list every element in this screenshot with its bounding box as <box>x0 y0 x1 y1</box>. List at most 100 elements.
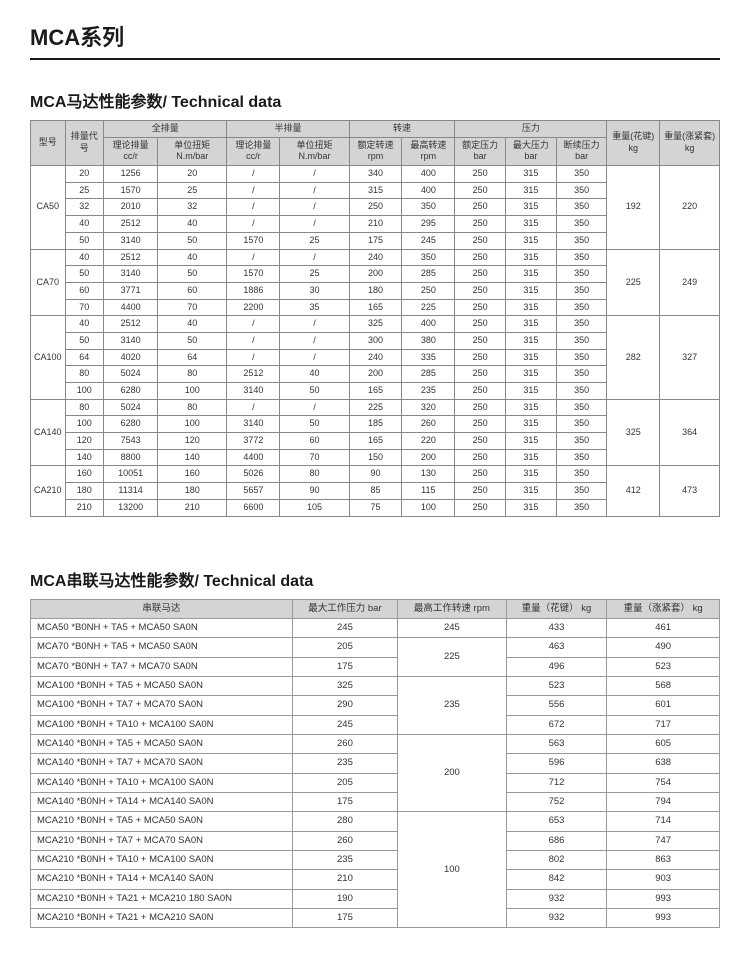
data-cell: 802 <box>506 850 607 869</box>
data-cell: 32 <box>158 199 227 216</box>
data-cell: 250 <box>455 216 506 233</box>
data-cell: 5026 <box>227 466 280 483</box>
th-theo2: 理论排量 cc/r <box>227 137 280 165</box>
data-cell: 250 <box>349 199 402 216</box>
tandem-name-cell: MCA140 *B0NH + TA7 + MCA70 SA0N <box>31 754 293 773</box>
data-cell: 400 <box>402 316 455 333</box>
data-cell: 70 <box>280 449 349 466</box>
data-cell: 70 <box>158 299 227 316</box>
data-cell: 3772 <box>227 433 280 450</box>
data-cell: 75 <box>349 499 402 516</box>
data-cell: 523 <box>506 676 607 695</box>
data-cell: 245 <box>292 618 397 637</box>
weight-cell: 412 <box>607 466 660 516</box>
data-cell: 175 <box>292 909 397 928</box>
data-cell: 932 <box>506 889 607 908</box>
data-cell: 50 <box>65 332 104 349</box>
data-cell: 250 <box>455 366 506 383</box>
tandem-table: 串联马达 最大工作压力 bar 最高工作转速 rpm 重量（花键） kg 重量（… <box>30 599 720 929</box>
tandem-name-cell: MCA70 *B0NH + TA7 + MCA70 SA0N <box>31 657 293 676</box>
weight-cell: 327 <box>660 316 720 399</box>
data-cell: 400 <box>402 182 455 199</box>
model-cell: CA50 <box>31 166 66 249</box>
model-cell: CA210 <box>31 466 66 516</box>
data-cell: 380 <box>402 332 455 349</box>
data-cell: 315 <box>505 216 556 233</box>
data-cell: 350 <box>556 199 607 216</box>
data-cell: 250 <box>455 266 506 283</box>
data-cell: / <box>227 349 280 366</box>
data-cell: 605 <box>607 734 720 753</box>
data-cell: 315 <box>505 499 556 516</box>
tandem-name-cell: MCA100 *B0NH + TA5 + MCA50 SA0N <box>31 676 293 695</box>
data-cell: 5024 <box>104 366 158 383</box>
data-cell: 25 <box>280 266 349 283</box>
data-cell: 140 <box>65 449 104 466</box>
data-cell: 672 <box>506 715 607 734</box>
data-cell: 250 <box>455 316 506 333</box>
data-cell: 295 <box>402 216 455 233</box>
data-cell: 60 <box>158 282 227 299</box>
data-cell: 40 <box>158 216 227 233</box>
data-cell: 250 <box>455 399 506 416</box>
data-cell: 165 <box>349 383 402 400</box>
data-cell: 35 <box>280 299 349 316</box>
th-pressure: 压力 <box>455 121 607 138</box>
th-wt1: 重量(花键) kg <box>607 121 660 166</box>
data-cell: 40 <box>158 249 227 266</box>
data-cell: 752 <box>506 792 607 811</box>
data-cell: 80 <box>158 366 227 383</box>
data-cell: 717 <box>607 715 720 734</box>
th-rated-speed: 额定转速 rpm <box>349 137 402 165</box>
speed-cell: 200 <box>398 734 507 811</box>
data-cell: 105 <box>280 499 349 516</box>
data-cell: 70 <box>65 299 104 316</box>
data-cell: 350 <box>556 483 607 500</box>
data-cell: 2512 <box>104 316 158 333</box>
data-cell: 120 <box>65 433 104 450</box>
data-cell: 235 <box>402 383 455 400</box>
data-cell: 315 <box>505 433 556 450</box>
table-row: CA7040251240//240350250315350225249 <box>31 249 720 266</box>
table1-title: MCA马达性能参数/ Technical data <box>30 88 720 112</box>
data-cell: 140 <box>158 449 227 466</box>
data-cell: 160 <box>65 466 104 483</box>
tandem-name-cell: MCA210 *B0NH + TA7 + MCA70 SA0N <box>31 831 293 850</box>
data-cell: 315 <box>505 199 556 216</box>
data-cell: 165 <box>349 299 402 316</box>
data-cell: 150 <box>349 449 402 466</box>
table-row: MCA210 *B0NH + TA7 + MCA70 SA0N260686747 <box>31 831 720 850</box>
data-cell: 210 <box>349 216 402 233</box>
weight-cell: 473 <box>660 466 720 516</box>
table-row: MCA100 *B0NH + TA5 + MCA50 SA0N325235523… <box>31 676 720 695</box>
table-row: MCA140 *B0NH + TA5 + MCA50 SA0N260200563… <box>31 734 720 753</box>
data-cell: 315 <box>505 383 556 400</box>
data-cell: 350 <box>556 266 607 283</box>
data-cell: 315 <box>505 366 556 383</box>
data-cell: / <box>227 316 280 333</box>
tandem-name-cell: MCA70 *B0NH + TA5 + MCA50 SA0N <box>31 638 293 657</box>
data-cell: 556 <box>506 696 607 715</box>
data-cell: 245 <box>402 232 455 249</box>
data-cell: 100 <box>158 416 227 433</box>
data-cell: 210 <box>158 499 227 516</box>
data-cell: 496 <box>506 657 607 676</box>
th-full: 全排量 <box>104 121 227 138</box>
model-cell: CA100 <box>31 316 66 399</box>
data-cell: 1256 <box>104 166 158 183</box>
weight-cell: 192 <box>607 166 660 249</box>
data-cell: 50 <box>158 232 227 249</box>
tandem-name-cell: MCA210 *B0NH + TA10 + MCA100 SA0N <box>31 850 293 869</box>
data-cell: 235 <box>292 754 397 773</box>
tandem-name-cell: MCA140 *B0NH + TA10 + MCA100 SA0N <box>31 773 293 792</box>
data-cell: 200 <box>402 449 455 466</box>
data-cell: 40 <box>280 366 349 383</box>
data-cell: 638 <box>607 754 720 773</box>
weight-cell: 364 <box>660 399 720 466</box>
data-cell: 315 <box>505 266 556 283</box>
data-cell: 13200 <box>104 499 158 516</box>
th-maxpress2: 最大工作压力 bar <box>292 599 397 618</box>
th-max-press: 最大压力 bar <box>505 137 556 165</box>
data-cell: 40 <box>65 249 104 266</box>
data-cell: 2512 <box>227 366 280 383</box>
